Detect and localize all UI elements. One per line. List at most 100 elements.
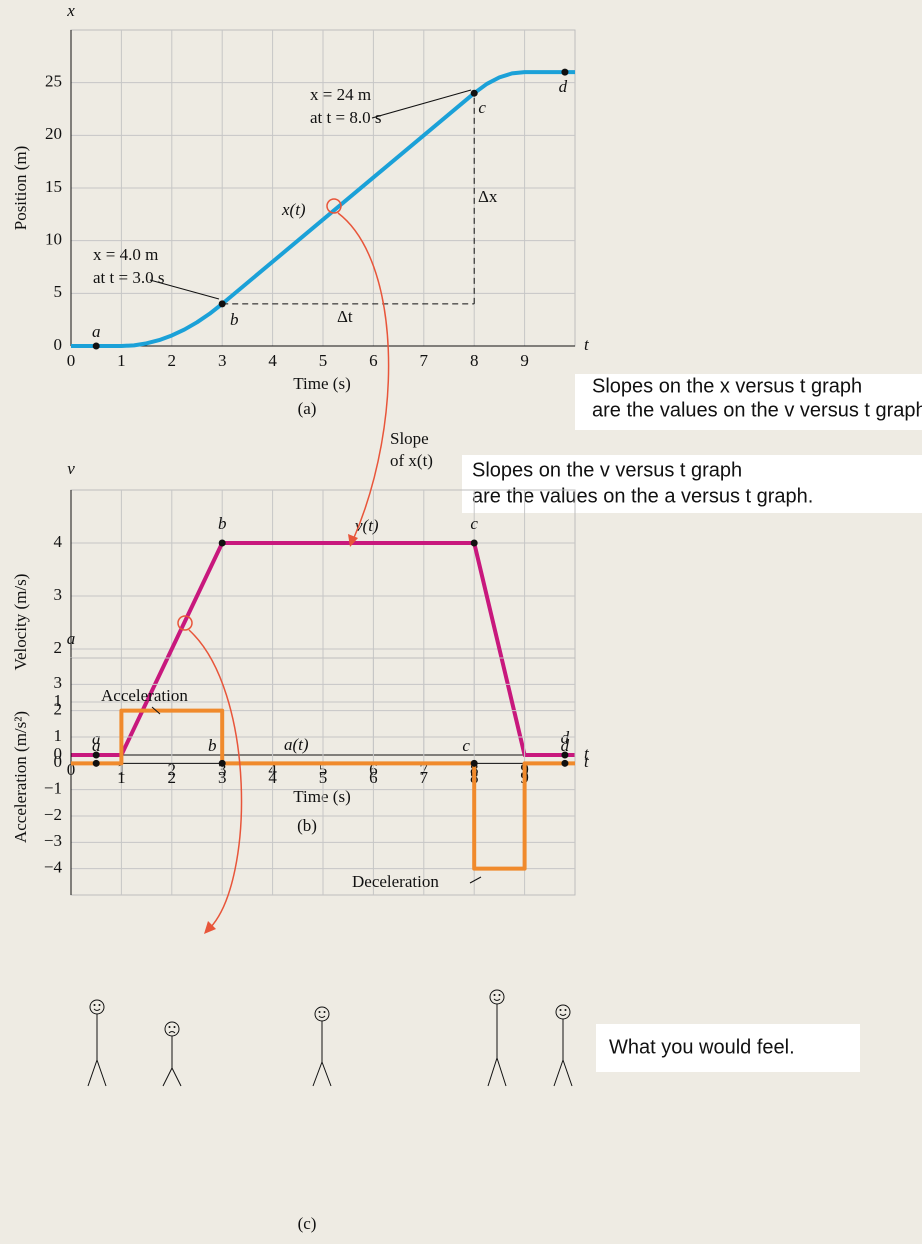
stick-legs [163,1068,181,1086]
stick-eye [94,1004,96,1006]
panel-label: (c) [298,1214,317,1233]
stick-mouth [169,1032,175,1034]
point-label: c [462,736,470,755]
stick-legs [488,1058,506,1086]
x-tick-label: 5 [319,768,328,787]
y-axis-symbol: x [66,1,75,20]
y-tick-label: 20 [45,124,62,143]
x-tick-label: 2 [168,768,177,787]
stick-eye [169,1026,171,1028]
y-tick-label: −3 [44,831,62,850]
x-tick-label: 6 [369,768,378,787]
x-tick-label: 2 [168,351,177,370]
stick-mouth [94,1009,100,1011]
point-label: c [478,98,486,117]
stick-eye [565,1009,567,1011]
x-tick-label: 3 [218,768,227,787]
feel-label: What you would feel. [609,1036,795,1058]
x-tick-label: 4 [268,351,277,370]
point-label: d [559,77,568,96]
point [219,300,226,307]
slope-note: Slope [390,429,429,448]
stick-legs [554,1060,572,1086]
stick-head [490,990,504,1004]
leader-line [150,280,219,299]
y-tick-label: 0 [54,752,63,771]
annotation: Δx [478,187,498,206]
y-tick-label: 15 [45,177,62,196]
x-tick-label: 9 [520,351,529,370]
y-axis-label: Position (m) [11,146,30,231]
annotation: at t = 8.0 s [310,108,381,127]
y-tick-label: 2 [54,700,63,719]
x-tick-label: 0 [67,351,76,370]
callout-text: are the values on the a versus t graph. [472,485,813,507]
point-label: b [230,310,239,329]
slope-note: of x(t) [390,451,433,470]
annotation: x = 24 m [310,85,371,104]
point-label: c [470,514,478,533]
point [219,760,226,767]
stick-legs [313,1062,331,1086]
point [561,760,568,767]
series-label: x(t) [281,200,306,219]
leader-line [372,90,471,118]
stick-eye [324,1011,326,1013]
stick-eye [174,1026,176,1028]
annotation: at t = 3.0 s [93,268,164,287]
x-tick-label: 8 [470,351,479,370]
panel-label: (a) [298,399,317,418]
annotation: Δt [337,307,353,326]
point-label: a [92,736,101,755]
stick-eye [319,1011,321,1013]
point [471,90,478,97]
point [219,540,226,547]
stick-head [165,1022,179,1036]
point [93,760,100,767]
arrow-head [348,534,358,547]
stick-legs [88,1060,106,1086]
y-tick-label: −4 [44,858,63,877]
x-tick-label: 3 [218,351,227,370]
y-tick-label: −1 [44,779,62,798]
annotation: Deceleration [352,872,439,891]
y-tick-label: 10 [45,230,62,249]
y-axis-label: Acceleration (m/s²) [11,711,30,843]
point-label: b [218,514,227,533]
stick-head [556,1005,570,1019]
x-axis-label: Time (s) [293,374,350,393]
y-axis-label: Velocity (m/s) [11,574,30,671]
point-label: d [561,736,570,755]
y-tick-label: 3 [54,585,63,604]
x-tick-label: 6 [369,351,378,370]
callout-text: Slopes on the x versus t graph [592,375,862,397]
stick-head [90,1000,104,1014]
page: Slopes on the x versus t graph are the v… [0,0,922,1244]
annotation: Acceleration [101,686,188,705]
annotation: x = 4.0 m [93,245,158,264]
figure: Slopes on the x versus t graph are the v… [0,0,922,1244]
point [471,760,478,767]
x-tick-label: 7 [420,351,429,370]
stick-mouth [319,1016,325,1018]
callout-text: Slopes on the v versus t graph [472,459,742,481]
x-tick-label: 4 [268,768,277,787]
leader-line [470,877,481,883]
series-label: a(t) [284,735,309,754]
y-tick-label: 0 [54,335,63,354]
x-tick-label: 7 [420,768,429,787]
x-axis-symbol: t [584,335,590,354]
stick-mouth [494,999,500,1001]
x-tick-label: 1 [117,351,126,370]
y-tick-label: 1 [54,726,63,745]
x-tick-label: 1 [117,768,126,787]
point [561,69,568,76]
y-tick-label: 2 [54,638,63,657]
y-tick-label: 25 [45,72,62,91]
callout-text: are the values on the v versus t graph. [592,399,922,421]
stick-mouth [560,1014,566,1016]
point [93,343,100,350]
x-tick-label: 5 [319,351,328,370]
y-tick-label: −2 [44,805,62,824]
point [471,540,478,547]
